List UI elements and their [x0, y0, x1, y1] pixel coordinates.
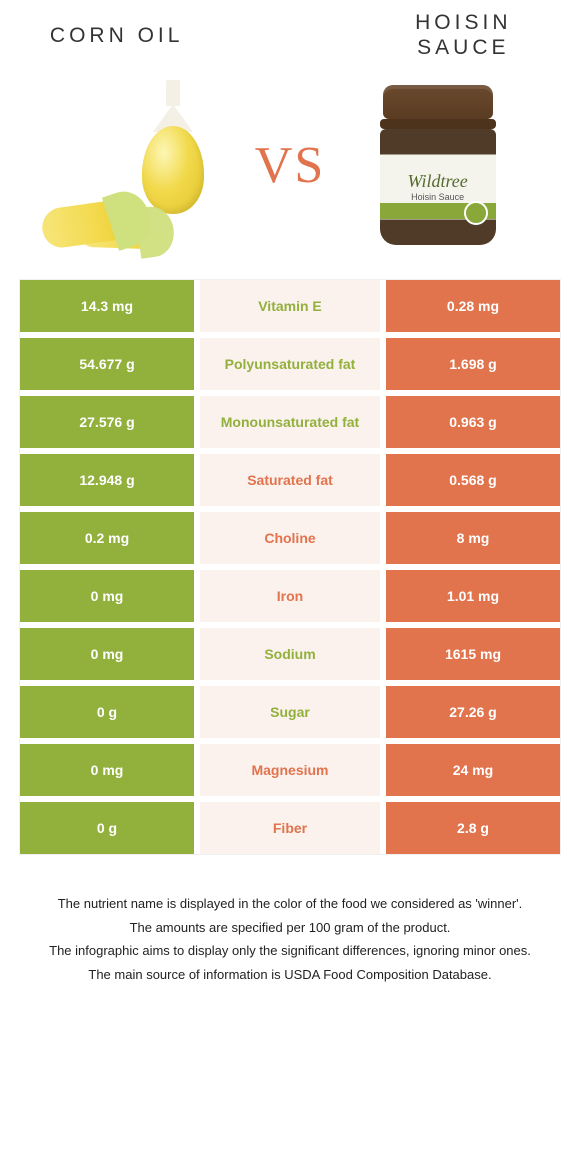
- table-row: 0 mgMagnesium24 mg: [20, 738, 560, 796]
- nutrient-label: Vitamin E: [200, 280, 380, 332]
- nutrient-label: Polyunsaturated fat: [200, 338, 380, 390]
- nutrient-label: Fiber: [200, 802, 380, 854]
- jar-brand: Wildtree: [380, 171, 496, 192]
- comparison-infographic: CORN OIL HOISIN SAUCE VS Wildtree: [0, 0, 580, 984]
- header-row: CORN OIL HOISIN SAUCE: [0, 0, 580, 60]
- table-row: 0 mgIron1.01 mg: [20, 564, 560, 622]
- value-right: 1615 mg: [380, 628, 560, 680]
- value-right: 27.26 g: [380, 686, 560, 738]
- table-row: 12.948 gSaturated fat0.568 g: [20, 448, 560, 506]
- value-left: 0 mg: [20, 628, 200, 680]
- value-left: 54.677 g: [20, 338, 200, 390]
- value-left: 0 mg: [20, 570, 200, 622]
- header-right-title: HOISIN SAUCE: [377, 10, 550, 60]
- vs-label: VS: [255, 136, 325, 195]
- value-left: 0 g: [20, 686, 200, 738]
- image-row: VS Wildtree Hoisin Sauce: [0, 60, 580, 280]
- corn-oil-illustration: [42, 80, 242, 250]
- table-row: 27.576 gMonounsaturated fat0.963 g: [20, 390, 560, 448]
- footer-line: The main source of information is USDA F…: [40, 965, 540, 985]
- table-row: 0 gFiber2.8 g: [20, 796, 560, 854]
- footer-line: The infographic aims to display only the…: [40, 941, 540, 961]
- value-right: 0.568 g: [380, 454, 560, 506]
- nutrient-label: Choline: [200, 512, 380, 564]
- value-right: 1.698 g: [380, 338, 560, 390]
- table-row: 0 mgSodium1615 mg: [20, 622, 560, 680]
- value-right: 1.01 mg: [380, 570, 560, 622]
- value-right: 8 mg: [380, 512, 560, 564]
- value-left: 14.3 mg: [20, 280, 200, 332]
- value-left: 12.948 g: [20, 454, 200, 506]
- footer-line: The nutrient name is displayed in the co…: [40, 894, 540, 914]
- nutrient-label: Magnesium: [200, 744, 380, 796]
- nutrient-label: Saturated fat: [200, 454, 380, 506]
- value-left: 0 g: [20, 802, 200, 854]
- table-row: 0.2 mgCholine8 mg: [20, 506, 560, 564]
- header-left-title: CORN OIL: [30, 23, 203, 48]
- value-left: 0.2 mg: [20, 512, 200, 564]
- value-right: 24 mg: [380, 744, 560, 796]
- value-right: 2.8 g: [380, 802, 560, 854]
- table-row: 54.677 gPolyunsaturated fat1.698 g: [20, 332, 560, 390]
- nutrient-label: Sugar: [200, 686, 380, 738]
- table-row: 0 gSugar27.26 g: [20, 680, 560, 738]
- value-right: 0.28 mg: [380, 280, 560, 332]
- left-image: [30, 80, 255, 250]
- nutrient-label: Monounsaturated fat: [200, 396, 380, 448]
- hoisin-jar-illustration: Wildtree Hoisin Sauce: [378, 85, 498, 245]
- footer-line: The amounts are specified per 100 gram o…: [40, 918, 540, 938]
- comparison-table: 14.3 mgVitamin E0.28 mg54.677 gPolyunsat…: [20, 280, 560, 854]
- value-left: 27.576 g: [20, 396, 200, 448]
- nutrient-label: Sodium: [200, 628, 380, 680]
- right-image: Wildtree Hoisin Sauce: [325, 85, 550, 245]
- value-left: 0 mg: [20, 744, 200, 796]
- table-row: 14.3 mgVitamin E0.28 mg: [20, 280, 560, 332]
- nutrient-label: Iron: [200, 570, 380, 622]
- value-right: 0.963 g: [380, 396, 560, 448]
- footer-notes: The nutrient name is displayed in the co…: [40, 894, 540, 984]
